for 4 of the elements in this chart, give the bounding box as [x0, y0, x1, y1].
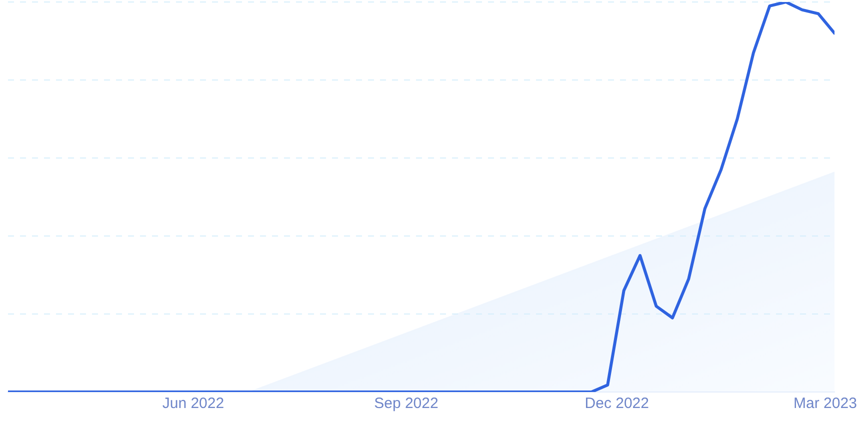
x-tick-label: Dec 2022 — [584, 395, 649, 412]
x-tick-label: Jun 2022 — [162, 395, 224, 412]
x-tick-label: Sep 2022 — [374, 395, 438, 412]
x-tick-label: Mar 2023 — [794, 395, 857, 412]
